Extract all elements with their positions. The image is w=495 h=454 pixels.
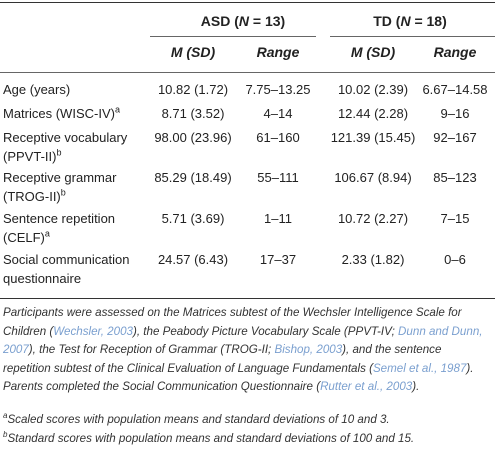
bottom-rule <box>0 298 495 299</box>
asd-mean-sd: 85.29 (18.49) <box>154 170 232 185</box>
td-range: 7–15 <box>440 211 470 226</box>
row-label: Receptive vocabulary <box>3 130 128 145</box>
row-label-cont: (CELF)a <box>3 228 50 245</box>
citation-link[interactable]: Rutter et al., 2003 <box>320 380 413 393</box>
asd-m-sd-header: M (SD) <box>170 44 216 60</box>
row-label: Sentence repetition <box>3 211 116 226</box>
row-label-cont: (PPVT-II)b <box>3 147 62 164</box>
td-mean-sd: 121.39 (15.45) <box>330 130 416 145</box>
row-label: Receptive grammar <box>3 170 117 185</box>
td-range: 0–6 <box>444 252 466 267</box>
asd-range: 1–11 <box>264 211 292 226</box>
table-row: Sentence repetition (CELF)a 5.71 (3.69) … <box>0 209 495 253</box>
td-mean-sd: 106.67 (8.94) <box>334 170 412 185</box>
asd-mean-sd: 24.57 (6.43) <box>157 252 229 267</box>
asd-range-header: Range <box>256 44 300 60</box>
row-label: Matrices (WISC-IV)a <box>3 104 120 121</box>
table-row: Age (years) 10.82 (1.72) 7.75–13.25 10.0… <box>0 80 495 102</box>
td-group-rule <box>330 36 495 37</box>
td-m-sd-header: M (SD) <box>350 44 396 60</box>
citation-link[interactable]: Dunn and Dunn, 2007 <box>3 324 483 357</box>
asd-mean-sd: 98.00 (23.96) <box>154 130 232 145</box>
td-range: 92–167 <box>433 130 477 145</box>
asd-range: 7.75–13.25 <box>245 82 311 97</box>
row-label-cont: questionnaire <box>3 271 82 286</box>
td-mean-sd: 10.72 (2.27) <box>337 211 409 226</box>
asd-range: 55–111 <box>257 170 299 185</box>
td-mean-sd: 2.33 (1.82) <box>341 252 405 267</box>
td-range: 85–123 <box>433 170 477 185</box>
citation-link[interactable]: Semel et al., 1987 <box>372 361 467 375</box>
table-note: Participants were assessed on the Matric… <box>3 306 483 393</box>
header-rule <box>0 72 495 73</box>
td-range: 6.67–14.58 <box>422 82 488 97</box>
citation-link[interactable]: Wechsler, 2003 <box>53 324 133 338</box>
asd-group-header: ASD (N = 13) <box>200 13 286 29</box>
footnote-b: bStandard scores with population means a… <box>3 430 415 445</box>
asd-range: 17–37 <box>259 252 297 267</box>
asd-mean-sd: 5.71 (3.69) <box>161 211 225 226</box>
asd-mean-sd: 10.82 (1.72) <box>157 82 229 97</box>
top-rule <box>0 2 495 3</box>
td-mean-sd: 10.02 (2.39) <box>337 82 409 97</box>
row-label-cont: (TROG-II)b <box>3 187 66 204</box>
asd-range: 4–14 <box>263 106 293 121</box>
row-label: Social communication <box>3 252 130 267</box>
asd-group-rule <box>150 36 316 37</box>
td-range-header: Range <box>433 44 477 60</box>
footnote-a: aScaled scores with population means and… <box>3 411 390 426</box>
table-row: Matrices (WISC-IV)a 8.71 (3.52) 4–14 12.… <box>0 104 495 126</box>
table-row: Receptive vocabulary (PPVT-II)b 98.00 (2… <box>0 128 495 172</box>
table-row: Social communication questionnaire 24.57… <box>0 250 495 294</box>
td-mean-sd: 12.44 (2.28) <box>337 106 409 121</box>
td-group-header: TD (N = 18) <box>373 13 447 29</box>
table-row: Receptive grammar (TROG-II)b 85.29 (18.4… <box>0 168 495 212</box>
row-label: Age (years) <box>3 82 71 97</box>
td-range: 9–16 <box>440 106 470 121</box>
asd-mean-sd: 8.71 (3.52) <box>161 106 225 121</box>
asd-range: 61–160 <box>256 130 300 145</box>
citation-link[interactable]: Bishop, 2003 <box>274 343 343 356</box>
